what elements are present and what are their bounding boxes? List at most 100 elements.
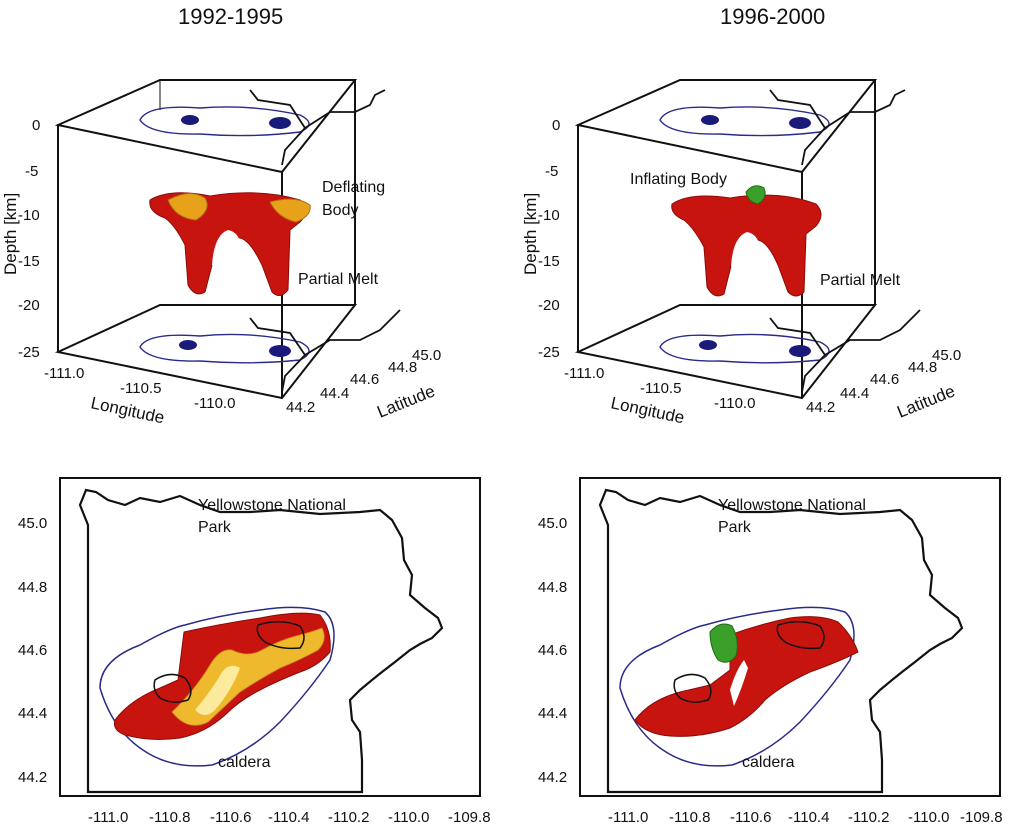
resurgent-dome-outline — [673, 673, 712, 703]
melt-hole — [212, 230, 242, 270]
body-label: Inflating Body — [630, 171, 727, 188]
box-frame — [574, 79, 878, 400]
resurgent-dome — [181, 115, 199, 125]
depth-tick: 0 — [552, 117, 560, 134]
latitude-tick: 44.8 — [388, 359, 417, 376]
lat-tick: 45.0 — [18, 515, 47, 532]
latitude-ticks: 44.2 44.4 44.6 44.8 45.0 — [286, 347, 441, 416]
latitude-tick: 44.8 — [908, 359, 937, 376]
caldera-outline — [659, 106, 830, 137]
lon-tick: -111.0 — [88, 809, 128, 826]
resurgent-dome-outline — [256, 621, 305, 650]
depth-tick: -25 — [538, 344, 560, 361]
resurgent-dome — [269, 345, 291, 357]
resurgent-dome — [269, 117, 291, 129]
inflating-body — [709, 623, 738, 663]
depth-ticks: 0 -5 -10 -15 -20 -25 — [18, 117, 40, 361]
resurgent-domes — [673, 621, 825, 703]
inflating-body — [745, 185, 766, 205]
body-label-line2: Body — [322, 202, 358, 219]
latitude-tick: 44.2 — [806, 399, 835, 416]
resurgent-dome-outline — [153, 673, 192, 703]
resurgent-dome — [179, 340, 197, 350]
lat-tick: 44.4 — [538, 705, 567, 722]
lon-tick: -111.0 — [608, 809, 648, 826]
latitude-tick: 44.4 — [840, 385, 869, 402]
lon-ticks: -111.0 -110.8 -110.6 -110.4 -110.2 -110.… — [608, 809, 1003, 826]
bottom-face-map — [659, 309, 921, 393]
longitude-label: Longitude — [89, 393, 166, 427]
lat-tick: 44.6 — [538, 642, 567, 659]
lat-tick: 44.6 — [18, 642, 47, 659]
park-border — [249, 309, 401, 393]
lon-tick: -110.0 — [908, 809, 949, 826]
lon-tick: -110.6 — [730, 809, 771, 826]
park-border — [249, 89, 386, 166]
latitude-tick: 45.0 — [932, 347, 961, 364]
longitude-tick: -111.0 — [44, 365, 84, 382]
resurgent-dome — [789, 117, 811, 129]
resurgent-dome — [699, 340, 717, 350]
caldera-outline — [619, 606, 855, 767]
park-border — [769, 309, 921, 393]
partial-melt-label: Partial Melt — [820, 272, 901, 289]
depth-ticks: 0 -5 -10 -15 -20 -25 — [538, 117, 560, 361]
lat-tick: 45.0 — [538, 515, 567, 532]
partial-melt-body — [634, 616, 859, 737]
longitude-tick: -110.0 — [714, 395, 755, 412]
latitude-tick: 44.2 — [286, 399, 315, 416]
body-label: Deflating — [322, 179, 385, 196]
depth-tick: -20 — [18, 297, 40, 314]
longitude-ticks: -111.0 -110.5 -110.0 — [44, 365, 235, 412]
lat-tick: 44.8 — [18, 579, 47, 596]
melt-hole — [731, 232, 761, 272]
depth-tick: 0 — [32, 117, 40, 134]
lat-ticks: 45.0 44.8 44.6 44.4 44.2 — [18, 515, 47, 786]
top-face — [574, 79, 878, 174]
resurgent-dome-outline — [776, 621, 825, 650]
caldera-label: caldera — [218, 754, 271, 771]
latitude-label: Latitude — [894, 381, 957, 421]
panel-title: 1996-2000 — [720, 4, 825, 29]
melt-gap — [730, 660, 748, 706]
caldera-outline — [139, 106, 310, 137]
lat-tick: 44.2 — [18, 769, 47, 786]
panel-title: 1992-1995 — [178, 4, 283, 29]
park-label: Yellowstone National — [718, 497, 866, 514]
longitude-tick: -111.0 — [564, 365, 604, 382]
longitude-tick: -110.0 — [194, 395, 235, 412]
lon-tick: -110.4 — [268, 809, 309, 826]
resurgent-domes — [153, 621, 305, 703]
depth-tick: -25 — [18, 344, 40, 361]
caldera-outline — [99, 606, 335, 767]
panel-3d-1996-2000: 1996-2000 Depth [km] 0 -5 -10 — [521, 4, 961, 427]
longitude-tick: -110.5 — [640, 380, 681, 397]
latitude-tick: 45.0 — [412, 347, 441, 364]
lon-tick: -110.8 — [669, 809, 710, 826]
park-label-line2: Park — [718, 519, 752, 536]
lon-tick: -110.4 — [788, 809, 829, 826]
top-face — [54, 79, 358, 174]
lat-tick: 44.2 — [538, 769, 567, 786]
depth-axis-label: Depth [km] — [521, 193, 540, 275]
depth-tick: -10 — [18, 207, 40, 224]
map-frame — [59, 477, 481, 797]
depth-tick: -5 — [545, 163, 558, 180]
lon-ticks: -111.0 -110.8 -110.6 -110.4 -110.2 -110.… — [88, 809, 491, 826]
lon-tick: -109.8 — [960, 809, 1003, 826]
park-border — [598, 488, 964, 794]
resurgent-dome — [701, 115, 719, 125]
park-label: Yellowstone National — [198, 497, 346, 514]
lon-tick: -110.0 — [388, 809, 429, 826]
map-frame — [579, 477, 1001, 797]
caldera-label: caldera — [742, 754, 795, 771]
lat-tick: 44.8 — [538, 579, 567, 596]
depth-tick: -10 — [538, 207, 560, 224]
depth-tick: -20 — [538, 297, 560, 314]
panel-3d-1992-1995: 1992-1995 Depth [km] — [1, 4, 441, 427]
latitude-tick: 44.6 — [350, 371, 379, 388]
resurgent-dome — [789, 345, 811, 357]
longitude-tick: -110.5 — [120, 380, 161, 397]
lon-tick: -109.8 — [448, 809, 491, 826]
